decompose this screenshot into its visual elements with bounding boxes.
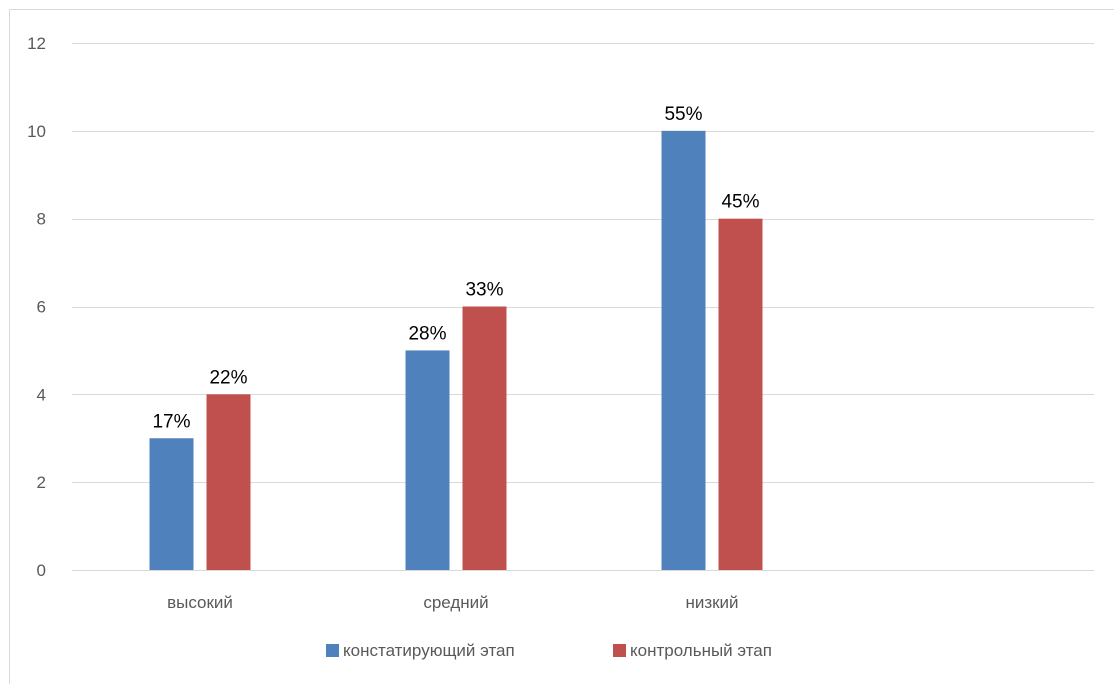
bar-control-0 — [206, 394, 251, 570]
bar-constat-0 — [149, 438, 194, 570]
data-label: 55% — [664, 104, 702, 125]
category-label: средний — [423, 593, 488, 612]
bar-control-1 — [462, 306, 507, 570]
legend: констатирующий этап контрольный этап — [326, 641, 772, 660]
y-tick-label: 6 — [37, 298, 46, 317]
y-tick-label: 12 — [27, 34, 46, 53]
bar-constat-2 — [661, 130, 706, 571]
legend-swatch — [326, 644, 339, 657]
bar-constat-1 — [405, 350, 450, 570]
category-label: высокий — [167, 593, 233, 612]
bar-control-2 — [718, 218, 763, 570]
y-tick-label: 0 — [37, 561, 46, 580]
y-tick-label: 8 — [37, 210, 46, 229]
category-label: низкий — [685, 593, 738, 612]
data-label: 17% — [152, 411, 190, 432]
data-label: 22% — [209, 367, 247, 388]
data-label: 45% — [721, 192, 759, 213]
y-tick-label: 10 — [27, 122, 46, 141]
y-tick-label: 4 — [37, 385, 46, 404]
data-label: 28% — [408, 323, 446, 344]
data-label: 33% — [465, 280, 503, 301]
legend-label: контрольный этап — [630, 641, 772, 660]
y-tick-label: 2 — [37, 473, 46, 492]
legend-swatch — [613, 644, 626, 657]
legend-label: констатирующий этап — [343, 641, 515, 660]
